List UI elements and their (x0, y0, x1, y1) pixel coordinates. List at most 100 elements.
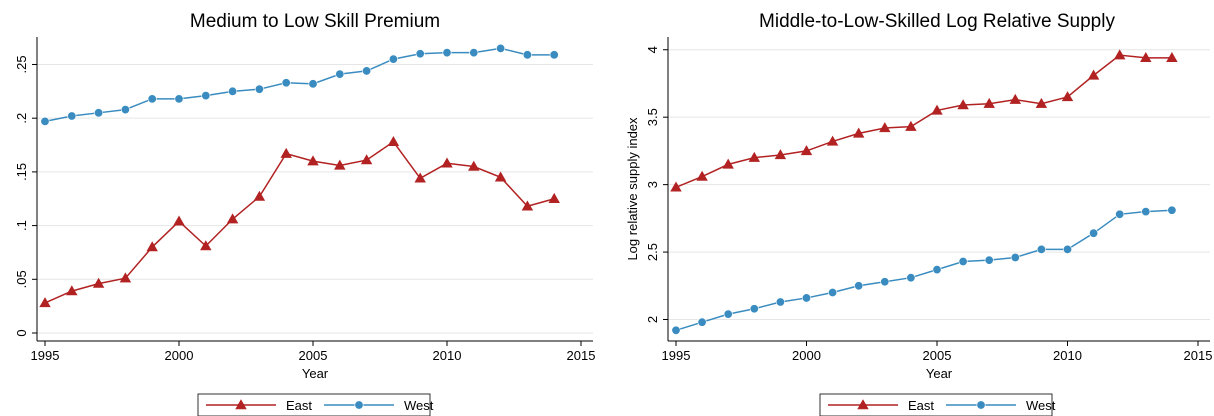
data-point-west (201, 91, 211, 101)
plot-area (668, 37, 1210, 341)
data-point-east (253, 190, 266, 201)
data-point-east (1166, 52, 1178, 63)
legend-label-west: West (1026, 398, 1056, 413)
data-point-east (468, 160, 480, 171)
data-point-west (1010, 252, 1020, 262)
data-point-west (801, 293, 811, 303)
x-tick-label: 2000 (165, 348, 194, 363)
data-point-east (748, 151, 761, 162)
data-point-west (1036, 244, 1046, 254)
data-point-east (1035, 97, 1048, 108)
series-east (39, 136, 560, 308)
data-point-east (307, 155, 319, 166)
data-point-west (1167, 205, 1177, 215)
data-point-west (932, 265, 942, 275)
data-point-west (775, 297, 785, 307)
data-point-west (828, 288, 838, 298)
data-point-east (494, 171, 507, 182)
x-tick-label: 2005 (299, 348, 328, 363)
data-point-east (521, 200, 534, 211)
data-point-west (40, 116, 50, 126)
data-point-east (879, 122, 891, 133)
data-point-east (280, 147, 292, 158)
chart-title: Medium to Low Skill Premium (190, 11, 440, 32)
data-point-west (906, 273, 916, 283)
data-point-east (226, 213, 239, 224)
data-point-east (722, 158, 734, 169)
data-point-west (120, 105, 130, 115)
data-point-east (200, 240, 212, 251)
y-tick-label: 3 (645, 181, 660, 188)
data-point-west (415, 49, 425, 59)
data-point-west (749, 304, 759, 314)
x-tick-label: 1995 (662, 348, 691, 363)
data-point-west (1063, 244, 1073, 254)
series-west (671, 205, 1177, 335)
legend: East West (197, 393, 434, 416)
y-tick-label: .15 (14, 163, 29, 181)
series-west (40, 43, 559, 126)
data-point-west (94, 108, 104, 118)
data-point-east (696, 170, 708, 181)
data-point-west (671, 325, 681, 335)
x-tick-label: 2005 (923, 348, 952, 363)
legend-marker-west (976, 400, 986, 410)
data-point-east (1113, 49, 1126, 60)
y-tick-label: .1 (14, 220, 29, 231)
data-point-west (308, 79, 318, 89)
data-point-east (414, 172, 426, 183)
data-point-east (852, 127, 865, 138)
series-line-east (44, 140, 555, 304)
data-point-east (1009, 93, 1022, 104)
legend-label-west: West (404, 398, 434, 413)
legend: East West (819, 393, 1056, 416)
x-tick-label: 1995 (31, 348, 60, 363)
data-point-west (697, 317, 707, 327)
x-tick-label: 2000 (792, 348, 821, 363)
chart-title: Middle-to-Low-Skilled Log Relative Suppl… (759, 11, 1115, 32)
data-point-east (92, 277, 105, 288)
data-point-east (1087, 69, 1100, 80)
legend-box (819, 393, 1053, 416)
data-point-west (362, 66, 372, 76)
y-tick-label: .25 (14, 55, 29, 73)
data-point-east (957, 99, 969, 110)
data-point-west (388, 54, 398, 64)
data-point-west (522, 50, 532, 60)
data-point-east (173, 215, 185, 226)
data-point-east (800, 145, 813, 156)
y-tick-label: 0 (14, 329, 29, 336)
data-point-west (496, 43, 506, 53)
legend-marker-west (354, 400, 364, 410)
x-tick-label: 2010 (433, 348, 462, 363)
legend-marker-east (235, 399, 247, 410)
data-point-east (441, 157, 453, 168)
data-point-west (228, 86, 238, 96)
data-point-east (548, 192, 560, 203)
data-point-east (39, 297, 51, 308)
data-point-west (281, 78, 291, 88)
data-point-east (146, 241, 158, 252)
x-axis-label: Year (926, 366, 953, 381)
data-point-west (958, 257, 968, 267)
data-point-west (335, 69, 345, 79)
chart-panel-2: Middle-to-Low-Skilled Log Relative Suppl… (625, 11, 1212, 416)
data-point-east (119, 272, 132, 283)
legend-marker-east (857, 399, 869, 410)
data-point-west (469, 48, 479, 58)
data-point-west (442, 48, 452, 58)
data-point-east (774, 149, 787, 160)
data-point-west (147, 94, 157, 104)
data-point-west (1089, 228, 1099, 238)
data-point-west (254, 84, 264, 94)
data-point-east (1140, 52, 1152, 63)
data-point-west (1141, 207, 1151, 217)
y-tick-label: 2 (645, 316, 660, 323)
data-point-west (984, 255, 994, 265)
y-tick-label: .2 (14, 113, 29, 124)
x-tick-label: 2010 (1053, 348, 1082, 363)
data-point-east (826, 135, 839, 146)
y-tick-label: 4 (645, 46, 660, 53)
data-point-east (670, 181, 682, 192)
